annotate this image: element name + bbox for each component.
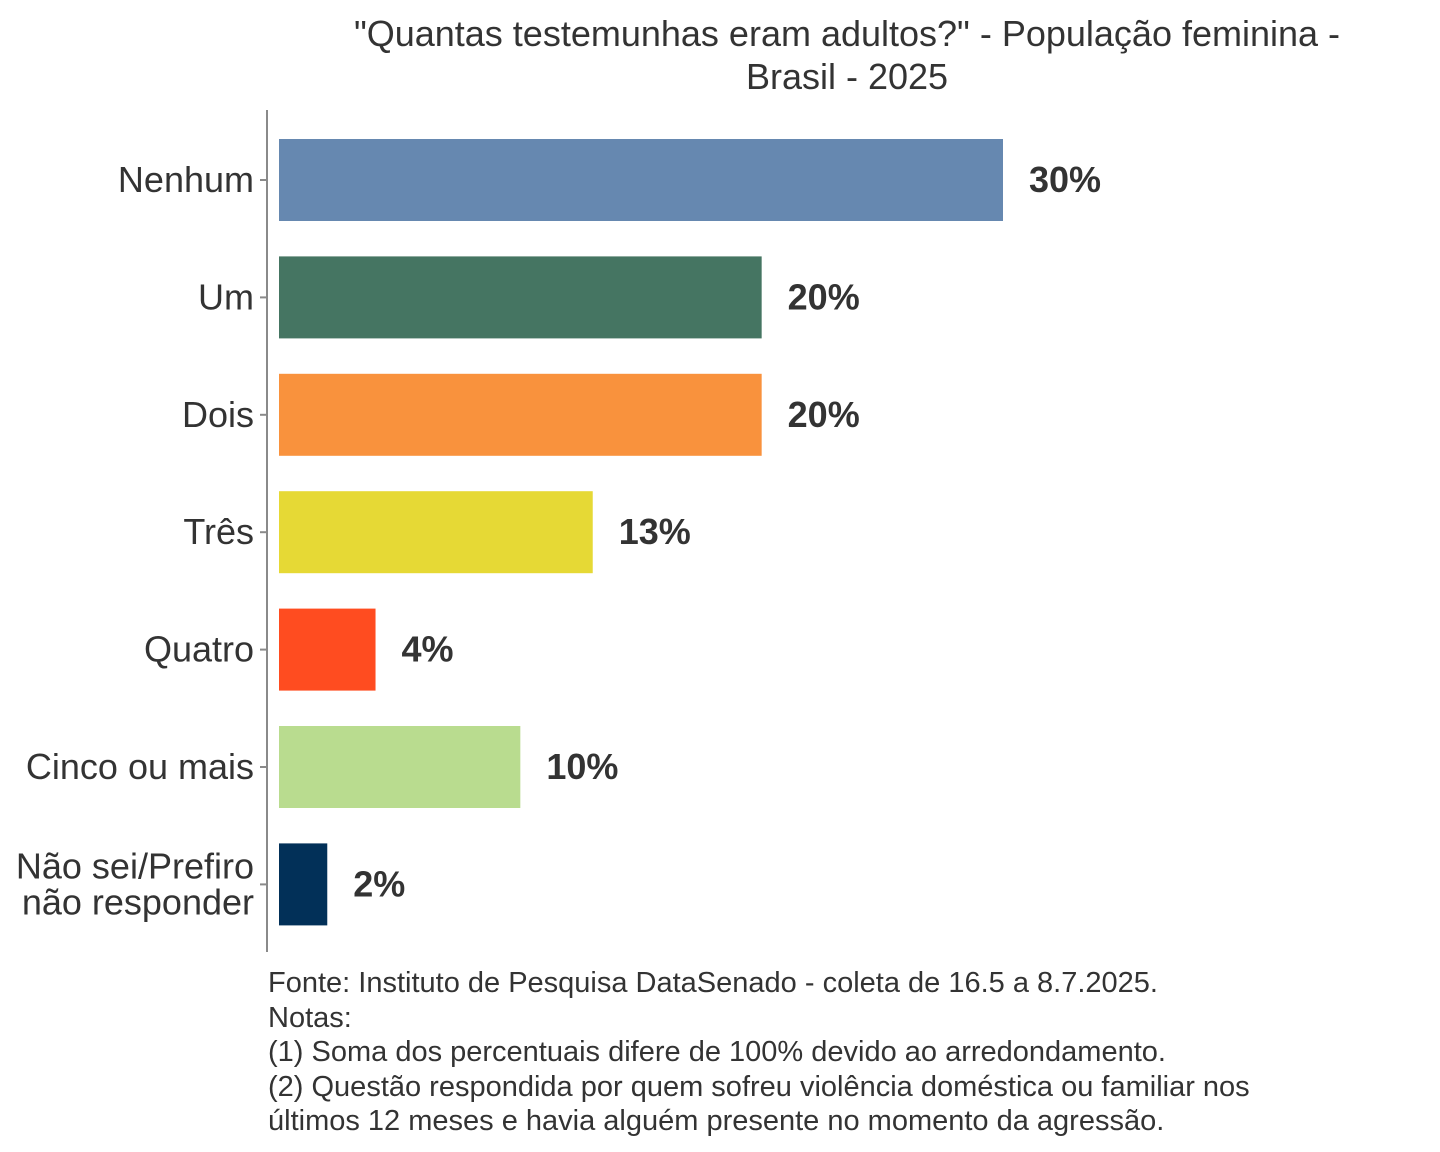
y-tick-label: Três <box>183 511 254 552</box>
bar <box>279 726 521 808</box>
y-tick-label: Cinco ou mais <box>26 746 254 787</box>
y-tick-label: Nenhum <box>118 159 254 200</box>
bar <box>279 608 376 691</box>
bars-group: 30% Nenhum 20% Um 20% Dois 13% Três 4% Quatro 10% C… <box>16 139 1101 926</box>
chart-title-line: "Quantas testemunhas eram adultos?" - Po… <box>353 13 1341 54</box>
data-label: 13% <box>619 511 691 552</box>
data-label: 2% <box>353 863 405 904</box>
y-tick-label: não responder <box>22 881 254 922</box>
bar <box>279 843 328 926</box>
data-label: 4% <box>402 629 454 670</box>
notes-label: Notas: <box>268 1001 352 1034</box>
data-label: 20% <box>788 276 860 317</box>
note-1: (1) Soma dos percentuais difere de 100% … <box>268 1036 1166 1068</box>
chart-title-line: Brasil - 2025 <box>745 56 949 97</box>
data-label: 30% <box>1029 159 1101 200</box>
y-tick-label: Um <box>198 276 254 317</box>
bar <box>279 373 762 456</box>
bar <box>279 491 593 574</box>
note-2-line-2: últimos 12 meses e havia alguém presente… <box>268 1105 1165 1137</box>
note-2-line-1: (2) Questão respondida por quem sofreu v… <box>268 1070 1250 1103</box>
data-label: 20% <box>788 394 860 435</box>
chart-title: "Quantas testemunhas eram adultos?" - Po… <box>267 12 1427 98</box>
y-tick-label: Dois <box>182 394 254 435</box>
bar <box>279 256 762 339</box>
data-label: 10% <box>546 746 618 787</box>
y-tick-label: Quatro <box>144 629 254 670</box>
chart-footer: Fonte: Instituto de Pesquisa DataSenado … <box>268 966 1250 1139</box>
source-note: Fonte: Instituto de Pesquisa DataSenado … <box>268 967 1158 999</box>
bar <box>279 139 1003 221</box>
y-tick-label: Não sei/Prefiro <box>16 845 254 886</box>
